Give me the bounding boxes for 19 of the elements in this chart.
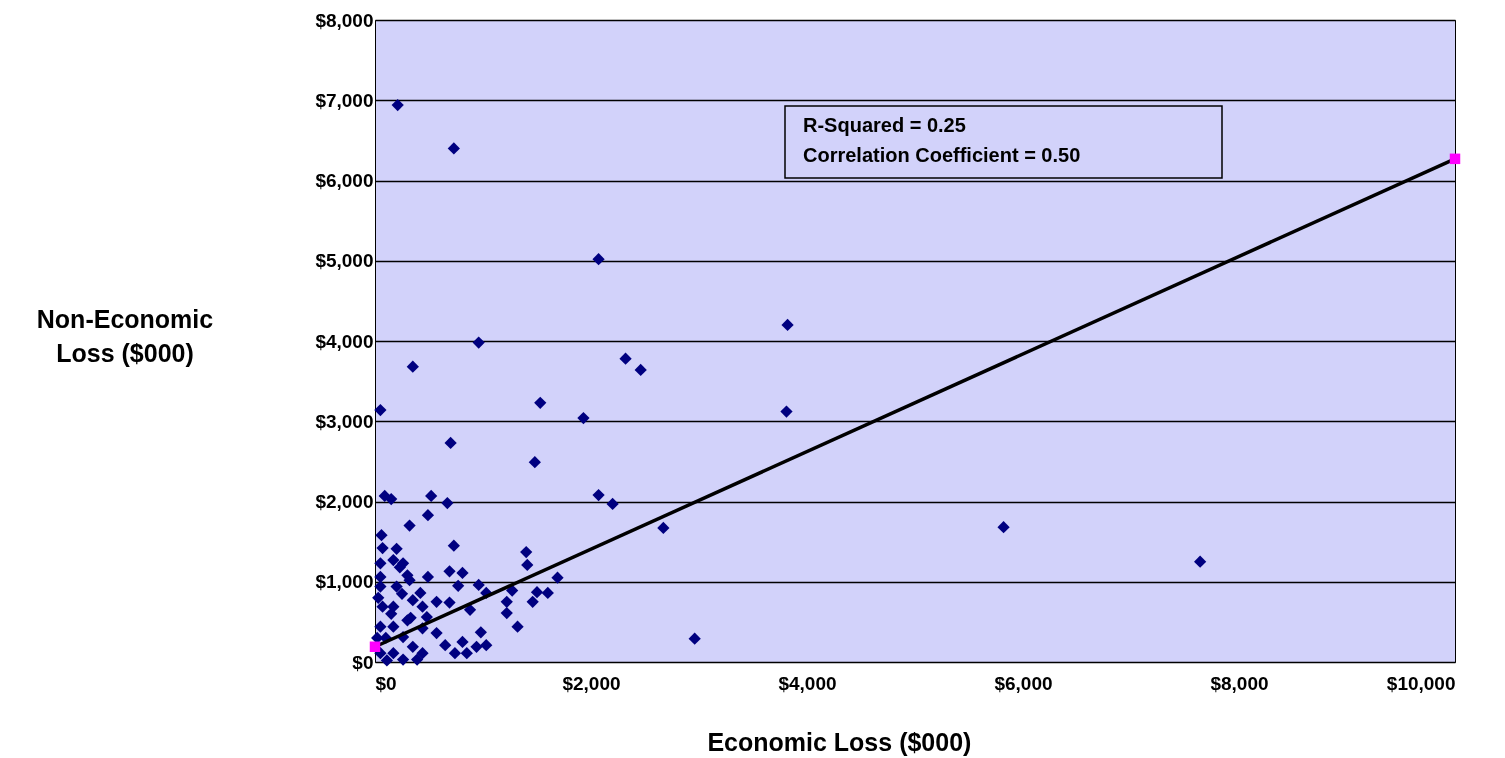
x-tick-label: $2,000 <box>562 672 621 694</box>
y-tick-label: $3,000 <box>315 410 374 432</box>
y-axis-title: Non-Economic Loss ($000) <box>36 305 214 367</box>
x-tick-label: $4,000 <box>778 672 837 694</box>
x-tick-label: $10,000 <box>1386 672 1456 694</box>
x-axis-title: Economic Loss ($000) <box>707 728 972 756</box>
annotation: R-Squared = 0.25 <box>803 114 966 136</box>
x-tick-label: $6,000 <box>994 672 1053 694</box>
x-tick-label: $0 <box>375 672 397 694</box>
y-tick-label: $7,000 <box>315 89 374 111</box>
annotation: Correlation Coefficient = 0.50 <box>803 144 1081 166</box>
y-tick-label: $1,000 <box>315 571 374 593</box>
x-tick-label: $8,000 <box>1210 672 1269 694</box>
y-tick-label: $0 <box>352 651 374 673</box>
y-tick-label: $4,000 <box>315 330 374 352</box>
y-tick-label: $6,000 <box>315 170 374 191</box>
y-tick-label: $5,000 <box>315 250 374 272</box>
y-tick-label: $8,000 <box>315 9 374 31</box>
y-tick-label: $2,000 <box>315 491 374 512</box>
